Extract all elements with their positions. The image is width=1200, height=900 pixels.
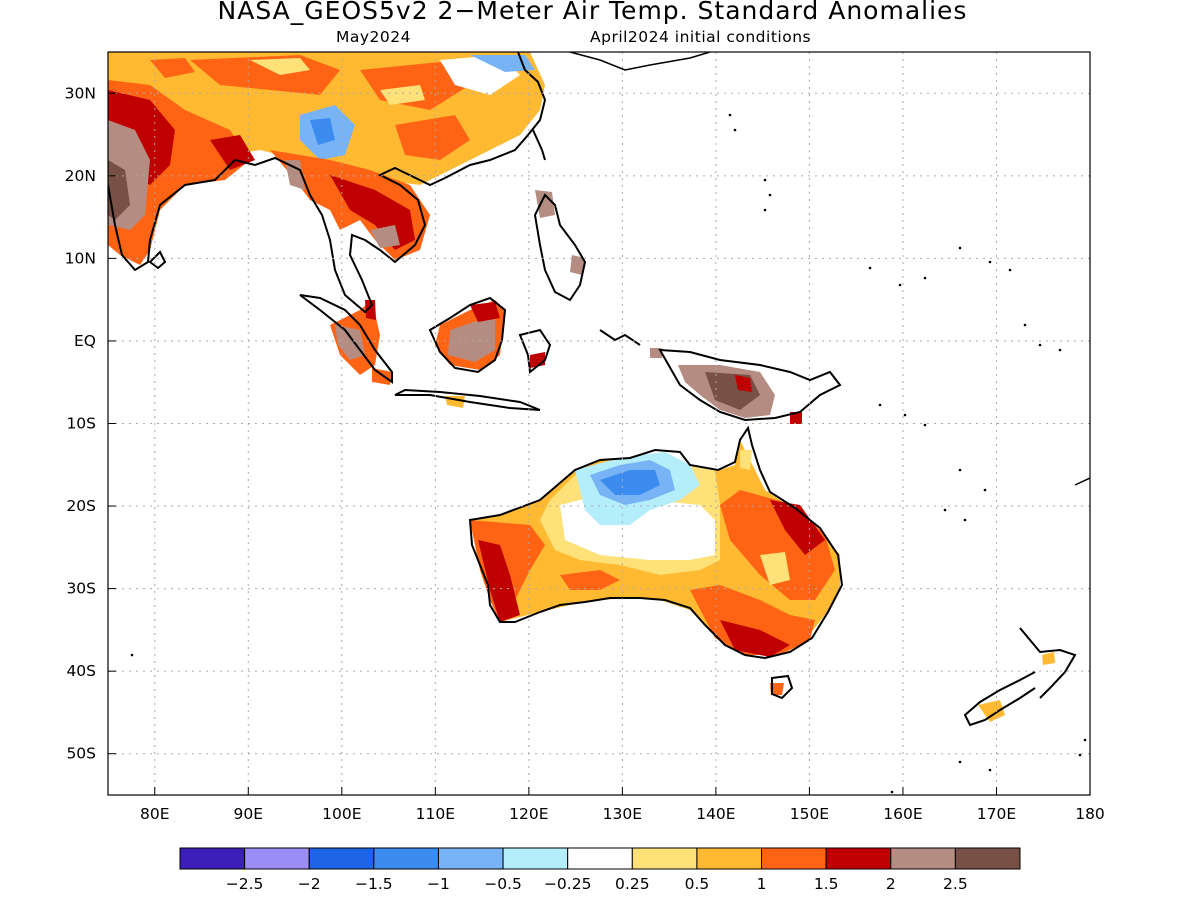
lon-label: 180 — [1075, 805, 1105, 823]
legend-label: −1.5 — [355, 875, 393, 893]
coastlines — [108, 52, 1090, 727]
lat-label: EQ — [74, 332, 96, 350]
map-title: NASA_GEOS5v2 2−Meter Air Temp. Standard … — [217, 0, 968, 25]
lon-label: 140E — [696, 805, 735, 823]
legend-label: 2 — [886, 875, 896, 893]
legend-swatch — [244, 847, 310, 870]
lat-label: 50S — [66, 745, 96, 763]
lat-label: 30N — [65, 84, 96, 102]
legend-swatch — [179, 847, 246, 870]
map-grid — [108, 52, 1090, 795]
initial-conditions: April2024 initial conditions — [590, 28, 812, 46]
lat-label: 10S — [66, 415, 96, 433]
legend-swatch — [502, 847, 569, 870]
legend-label: 0.25 — [615, 875, 650, 893]
legend-label: 1 — [757, 875, 767, 893]
legend-swatch — [825, 847, 892, 870]
legend-label: 1.5 — [814, 875, 839, 893]
island-dots — [130, 113, 1087, 794]
legend-swatch — [373, 847, 439, 870]
legend-swatch — [437, 847, 504, 870]
legend-swatch — [631, 847, 698, 870]
lat-label: 40S — [66, 662, 96, 680]
axis-labels: 30N 20N 10N EQ 10S 20S 30S 40S 50S 80E 90E 100E 110E… — [65, 84, 1105, 823]
lon-label: 80E — [140, 805, 170, 823]
legend-swatch — [890, 847, 956, 870]
legend-swatch — [761, 847, 827, 870]
lat-label: 10N — [65, 249, 96, 267]
forecast-month: May2024 — [336, 28, 411, 46]
lat-label: 30S — [66, 580, 96, 598]
legend-label: −0.25 — [544, 875, 592, 893]
legend-label: −0.5 — [484, 875, 522, 893]
legend-label: −2.5 — [226, 875, 264, 893]
legend-swatch — [308, 847, 375, 870]
legend-label: −2 — [298, 875, 321, 893]
lon-label: 100E — [322, 805, 361, 823]
legend-swatch — [696, 847, 763, 870]
lat-label: 20S — [66, 497, 96, 515]
color-legend: −2.5 −2 −1.5 −1 −0.5 −0.25 0.25 0.5 1 1.5 2 2.5 — [179, 847, 1021, 893]
map-frame — [107, 51, 1091, 796]
legend-label: −1 — [427, 875, 450, 893]
legend-swatch — [567, 847, 633, 870]
legend-label: 2.5 — [943, 875, 968, 893]
lon-label: 160E — [883, 805, 922, 823]
lat-label: 20N — [65, 167, 96, 185]
lon-label: 120E — [509, 805, 548, 823]
legend-swatch — [954, 847, 1021, 870]
lon-label: 150E — [790, 805, 829, 823]
anomaly-shading — [108, 52, 1055, 722]
lon-label: 110E — [416, 805, 455, 823]
lon-label: 130E — [603, 805, 642, 823]
lon-label: 170E — [977, 805, 1016, 823]
axis-ticks — [108, 92, 1091, 795]
lon-label: 90E — [234, 805, 264, 823]
legend-label: 0.5 — [685, 875, 710, 893]
